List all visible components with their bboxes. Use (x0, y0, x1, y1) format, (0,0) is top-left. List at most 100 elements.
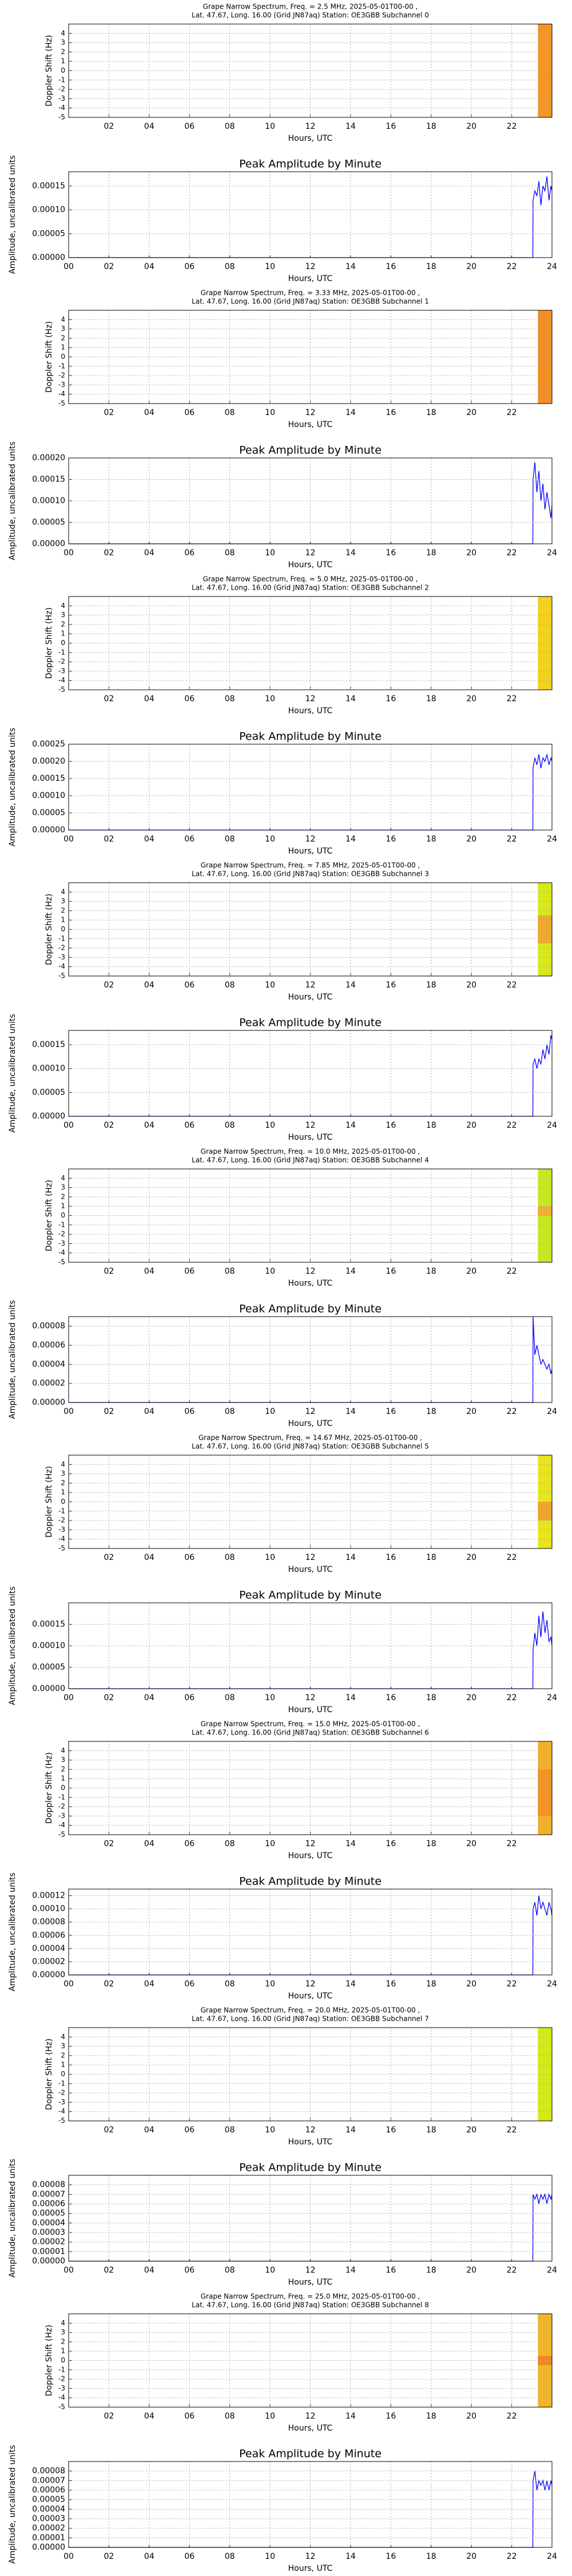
chart-subtitle: Lat. 47.67, Long. 16.00 (Grid JN87aq) St… (192, 1443, 429, 1451)
chart-title: Grape Narrow Spectrum, Freq. = 7.85 MHz,… (201, 862, 420, 870)
y-tick-label: 0.00005 (32, 2209, 65, 2218)
x-tick-label: 08 (225, 1121, 235, 1130)
x-tick-label: 06 (184, 1980, 194, 1989)
x-tick-label: 06 (184, 1121, 194, 1130)
x-tick-label: 16 (386, 2412, 396, 2421)
plot-frame (68, 596, 553, 690)
x-tick-label: 18 (426, 2552, 436, 2561)
y-tick-label: -5 (58, 2403, 65, 2411)
x-tick-label: 02 (104, 1121, 114, 1130)
x-tick-label: 02 (104, 2412, 114, 2421)
y-tick-label: 0.00008 (32, 2180, 65, 2190)
y-tick-label: 4 (61, 2033, 65, 2041)
y-tick-label: -2 (58, 2375, 65, 2383)
y-axis-label: Amplitude, uncalibrated units (8, 1300, 17, 1419)
y-tick-label: -3 (58, 381, 65, 389)
plot-frame (68, 1168, 553, 1263)
plot-frame (68, 2461, 553, 2548)
x-tick-label: 20 (466, 1980, 476, 1989)
y-tick-label: 0.00006 (32, 1931, 65, 1940)
x-tick-label: 12 (305, 2125, 316, 2135)
spectrogram-band (538, 1769, 552, 1816)
x-tick-label: 06 (184, 2552, 194, 2561)
y-tick-label: 2 (61, 1479, 65, 1487)
x-tick-label: 08 (225, 1267, 235, 1276)
line-series (69, 1035, 553, 1117)
x-tick-label: 22 (507, 1267, 517, 1276)
y-tick-label: 0.00000 (32, 1684, 65, 1693)
plot-frame (68, 1741, 553, 1835)
y-tick-label: -3 (58, 1526, 65, 1534)
y-tick-label: 3 (61, 2328, 65, 2336)
x-tick-label: 04 (144, 1121, 154, 1130)
x-tick-label: 12 (305, 1553, 316, 1562)
y-tick-label: -4 (58, 1821, 65, 1829)
chart-title: Peak Amplitude by Minute (239, 1017, 382, 1029)
x-tick-label: 20 (466, 1121, 476, 1130)
y-tick-label: -5 (58, 972, 65, 980)
y-tick-label: 3 (61, 611, 65, 619)
y-axis-label: Amplitude, uncalibrated units (8, 1014, 17, 1133)
x-tick-label: 06 (184, 1553, 194, 1562)
x-tick-label: 16 (386, 1407, 396, 1416)
x-tick-label: 16 (386, 1121, 396, 1130)
x-tick-label: 20 (466, 2412, 476, 2421)
x-tick-label: 08 (225, 2412, 235, 2421)
y-tick-label: 2 (61, 906, 65, 914)
chart-subtitle: Lat. 47.67, Long. 16.00 (Grid JN87aq) St… (192, 584, 429, 592)
y-tick-label: 0.00001 (32, 2247, 65, 2256)
x-tick-label: 08 (225, 835, 235, 844)
plot-frame (68, 1030, 553, 1117)
y-tick-label: -1 (58, 1507, 65, 1515)
x-tick-label: 18 (426, 1980, 436, 1989)
x-tick-label: 18 (426, 694, 436, 704)
chart-subtitle: Lat. 47.67, Long. 16.00 (Grid JN87aq) St… (192, 1729, 429, 1737)
y-tick-label: 4 (61, 1460, 65, 1468)
y-tick-label: 0.00004 (32, 2218, 65, 2227)
x-tick-label: 10 (265, 262, 275, 271)
y-tick-label: 0.00010 (32, 1641, 65, 1650)
x-tick-label: 00 (63, 1407, 74, 1416)
x-tick-label: 18 (426, 835, 436, 844)
chart-subtitle: Lat. 47.67, Long. 16.00 (Grid JN87aq) St… (192, 870, 429, 878)
x-tick-label: 14 (345, 835, 356, 844)
x-tick-label: 12 (305, 122, 316, 131)
y-axis-label: Doppler Shift (Hz) (45, 1180, 54, 1251)
x-tick-label: 20 (466, 981, 476, 990)
x-tick-label: 24 (547, 1407, 557, 1416)
plot-frame (68, 23, 553, 118)
x-tick-label: 06 (184, 1267, 194, 1276)
spectrogram-band (538, 1206, 552, 1216)
y-tick-label: 4 (61, 29, 65, 37)
chart-title: Peak Amplitude by Minute (239, 444, 382, 457)
x-tick-label: 16 (386, 835, 396, 844)
x-tick-label: 04 (144, 2125, 154, 2135)
y-tick-label: -1 (58, 1793, 65, 1801)
x-tick-label: 16 (386, 694, 396, 704)
x-tick-label: 18 (426, 122, 436, 131)
x-tick-label: 14 (345, 1407, 356, 1416)
x-tick-label: 18 (426, 1839, 436, 1848)
y-tick-label: 0.00008 (32, 2467, 65, 2476)
x-tick-label: 22 (507, 408, 517, 417)
x-axis-label: Hours, UTC (288, 1565, 333, 1574)
y-tick-label: 0.00000 (32, 253, 65, 262)
y-axis-label: Amplitude, uncalibrated units (8, 1586, 17, 1705)
y-axis-label: Amplitude, uncalibrated units (8, 441, 17, 560)
x-tick-label: 20 (466, 548, 476, 558)
y-axis-label: Amplitude, uncalibrated units (8, 2159, 17, 2278)
x-tick-label: 22 (507, 262, 517, 271)
x-tick-label: 00 (63, 262, 74, 271)
x-tick-label: 06 (184, 2412, 194, 2421)
x-tick-label: 00 (63, 2552, 74, 2561)
y-tick-label: -1 (58, 76, 65, 84)
x-tick-label: 08 (225, 2125, 235, 2135)
y-tick-label: 1 (61, 2061, 65, 2069)
x-tick-label: 20 (466, 1267, 476, 1276)
x-tick-label: 12 (305, 408, 316, 417)
spectrogram-band (538, 2356, 552, 2365)
x-tick-label: 10 (265, 694, 275, 704)
x-tick-label: 14 (345, 2412, 356, 2421)
x-tick-label: 14 (345, 1121, 356, 1130)
x-tick-label: 20 (466, 694, 476, 704)
